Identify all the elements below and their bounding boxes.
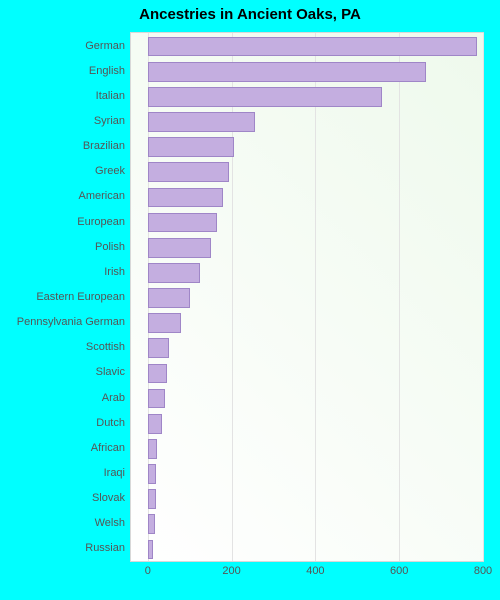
bar-row: Arab (131, 385, 483, 410)
bar (148, 489, 156, 509)
bar-row: Dutch (131, 410, 483, 435)
bar-row: Polish (131, 234, 483, 259)
grid-line (483, 33, 484, 561)
bar (148, 338, 169, 358)
bar-row: Pennsylvania German (131, 310, 483, 335)
bar (148, 112, 255, 132)
bar-row: Brazilian (131, 134, 483, 159)
bar-row: Welsh (131, 511, 483, 536)
y-category-label: English (89, 65, 125, 77)
chart-title: Ancestries in Ancient Oaks, PA (0, 6, 500, 23)
y-category-label: Greek (95, 165, 125, 177)
y-category-label: American (79, 190, 125, 202)
bar (148, 137, 234, 157)
y-category-label: Pennsylvania German (17, 316, 125, 328)
y-category-label: Welsh (95, 517, 125, 529)
bar-row: German (131, 33, 483, 58)
y-category-label: Eastern European (36, 291, 125, 303)
y-category-label: Brazilian (83, 140, 125, 152)
bar-row: Scottish (131, 335, 483, 360)
y-category-label: Iraqi (104, 467, 125, 479)
bar-row: Syrian (131, 108, 483, 133)
y-category-label: Scottish (86, 341, 125, 353)
y-category-label: European (77, 216, 125, 228)
y-category-label: Slovak (92, 492, 125, 504)
bar (148, 313, 181, 333)
bar-row: Slavic (131, 360, 483, 385)
bar-row: Russian (131, 536, 483, 561)
bar-row: English (131, 58, 483, 83)
bar-row: Irish (131, 259, 483, 284)
page-root: Ancestries in Ancient Oaks, PA 🌐City-Dat… (0, 0, 500, 600)
bar (148, 37, 477, 57)
bar (148, 514, 155, 534)
y-category-label: Italian (96, 90, 125, 102)
bar (148, 414, 163, 434)
x-tick-label: 600 (390, 565, 408, 577)
bar (148, 263, 200, 283)
bar-row: Italian (131, 83, 483, 108)
bar-row: American (131, 184, 483, 209)
bar-row: European (131, 209, 483, 234)
y-category-label: Slavic (96, 366, 125, 378)
bar-row: Greek (131, 159, 483, 184)
bar (148, 238, 211, 258)
bar (148, 540, 153, 560)
y-category-label: Irish (104, 266, 125, 278)
bar (148, 464, 156, 484)
bar-row: African (131, 435, 483, 460)
bar (148, 188, 223, 208)
x-tick-label: 400 (306, 565, 324, 577)
bar (148, 364, 167, 384)
bar (148, 439, 158, 459)
plot-area: 🌐City-Data.com 0200400600800GermanEnglis… (130, 32, 484, 562)
bar-row: Iraqi (131, 460, 483, 485)
x-tick-label: 200 (222, 565, 240, 577)
y-category-label: Polish (95, 241, 125, 253)
y-category-label: African (91, 442, 125, 454)
bar-row: Eastern European (131, 284, 483, 309)
x-tick-label: 800 (474, 565, 492, 577)
x-tick-label: 0 (145, 565, 151, 577)
y-category-label: Syrian (94, 115, 125, 127)
y-category-label: Arab (102, 392, 125, 404)
bar (148, 87, 383, 107)
bar (148, 162, 230, 182)
y-category-label: Dutch (96, 417, 125, 429)
bar (148, 213, 217, 233)
bar (148, 288, 190, 308)
bar (148, 62, 427, 82)
bar (148, 389, 165, 409)
y-category-label: Russian (85, 542, 125, 554)
y-category-label: German (85, 40, 125, 52)
bar-row: Slovak (131, 486, 483, 511)
